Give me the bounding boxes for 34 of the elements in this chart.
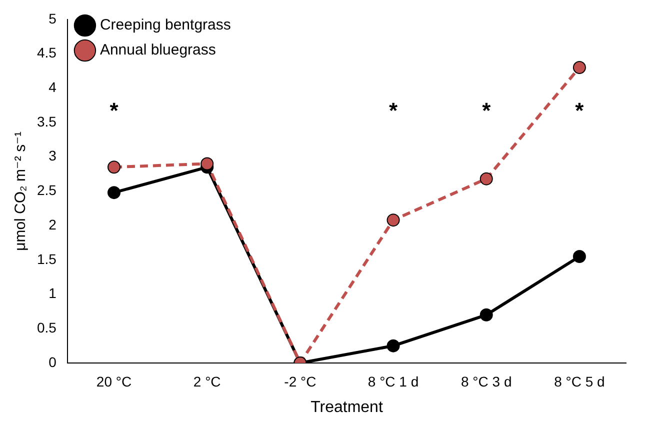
legend-label: Creeping bentgrass [100, 16, 231, 34]
point [480, 172, 493, 186]
point [386, 339, 400, 352]
y-tick-label: 5 [48, 10, 57, 26]
annotation: * [482, 98, 492, 124]
annotation: * [388, 98, 398, 124]
x-axis-title: Treatment [310, 398, 384, 416]
annotation: * [575, 98, 584, 124]
y-tick-label: 3 [48, 148, 57, 164]
y-tick-label: 4.5 [36, 44, 57, 61]
point [108, 186, 121, 200]
y-tick-label: 0 [48, 354, 57, 370]
y-tick-label: 3.5 [36, 113, 57, 130]
x-tick-label: 2 °C [193, 373, 221, 390]
x-tick-label: 20 °C [96, 373, 132, 390]
x-tick-label: 8 °C 1 d [368, 373, 419, 390]
x-tick-label: 8 °C 5 d [554, 373, 605, 390]
point [572, 61, 586, 74]
legend-label: Annual bluegrass [100, 42, 216, 59]
point [480, 308, 493, 322]
annotation: * [110, 98, 119, 124]
y-tick-label: 1.5 [36, 250, 57, 267]
y-tick-label: 4 [48, 78, 57, 95]
point [200, 157, 214, 170]
y-tick-label: 0.5 [36, 320, 57, 336]
y-tick-label: 2 [48, 216, 57, 232]
point [572, 250, 586, 263]
point [386, 214, 400, 227]
x-tick-label: -2 °C [284, 373, 316, 390]
y-axis-title: μmol CO₂ m⁻² s⁻¹ [12, 131, 30, 251]
x-tick-label: 8 °C 3 d [460, 373, 512, 390]
y-tick-label: 1 [48, 285, 57, 302]
y-tick-label: 2.5 [36, 182, 57, 198]
point [108, 160, 121, 174]
